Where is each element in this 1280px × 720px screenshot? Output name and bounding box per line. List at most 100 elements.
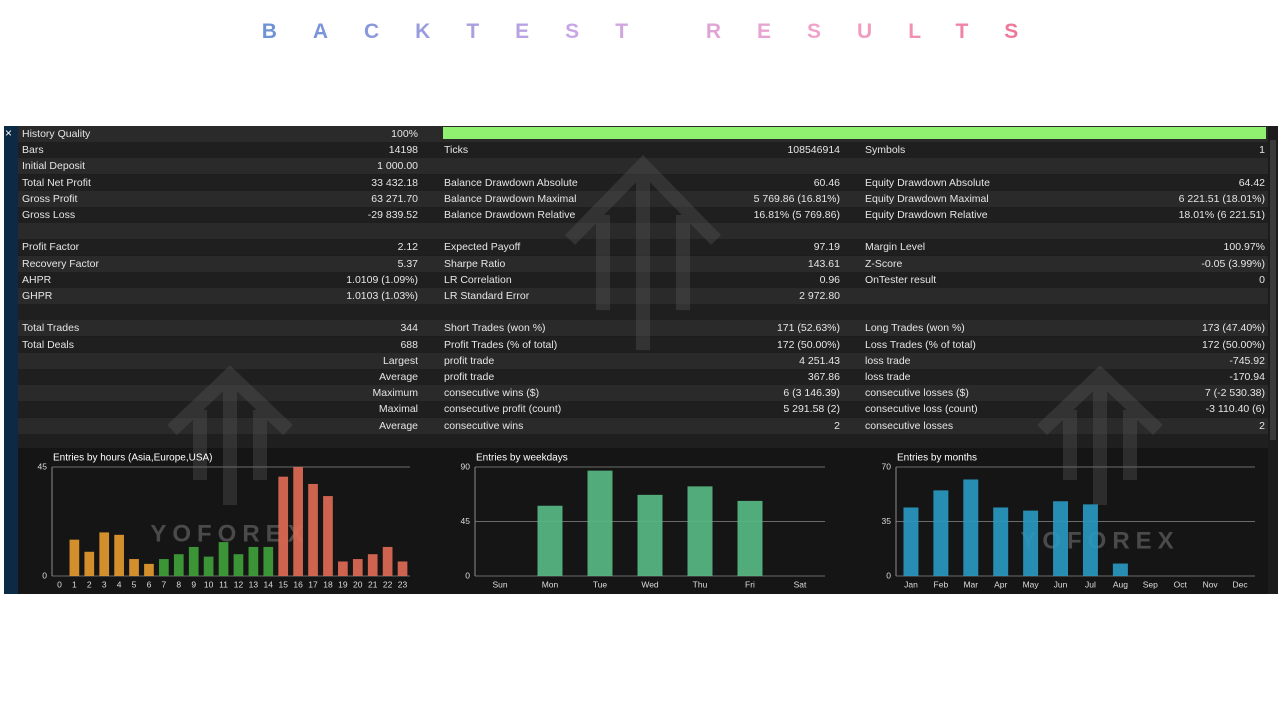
x-tick-label: 19 [338,579,348,589]
bar [637,494,663,576]
page-title: BACKTEST RESULTS [0,20,1280,44]
stat-label: Total Trades [22,322,80,335]
bar [173,554,184,576]
bar [218,542,229,576]
stat-label: Sharpe Ratio [444,257,506,270]
stat-label: Equity Drawdown Maximal [865,192,989,205]
stat-label: profit trade [444,354,495,367]
stat-label: OnTester result [865,273,937,286]
x-tick-label: 15 [278,579,288,589]
scrollbar[interactable] [1270,140,1276,440]
stat-value: 4 251.43 [799,354,840,367]
stat-label: History Quality [22,128,91,140]
x-tick-label: Wed [641,579,659,589]
bar [203,556,214,576]
bar [1082,504,1098,576]
stat-value: 100.97% [1223,241,1265,254]
bar [278,476,289,576]
report-row: Total Trades 344 Short Trades (won %) 171 (… [18,320,1268,337]
stat-value: 18.01% (6 221.51) [1178,209,1265,221]
stat-value: 64.42 [1238,176,1265,189]
stat-value: 1 000.00 [377,160,418,173]
stat-value: 5 291.58 (2) [783,403,840,416]
stat-value: Maximal [378,403,418,416]
x-tick-label: 7 [162,579,167,589]
logo-roof [167,365,293,436]
report-row: Total Net Profit 33 432.18 Balance Drawdow… [18,174,1268,191]
bar [114,534,124,576]
stat-value: Average [379,371,418,383]
spacer-row [18,223,1268,240]
stat-label: Total Deals [22,338,74,351]
stat-label: loss trade [865,354,911,367]
x-tick-label: Nov [1203,579,1219,589]
stat-label: Profit Factor [22,241,80,254]
stat-label: Gross Loss [22,209,76,221]
stat-value: 172 (50.00%) [776,338,840,351]
stat-value: 7 (-2 530.38) [1204,387,1265,400]
stat-value: 1.0103 (1.03%) [346,290,418,302]
stat-value: 2.12 [397,241,418,254]
x-tick-label: Jan [904,579,918,589]
stat-value: 60.46 [813,176,840,189]
stat-value: 1.0109 (1.09%) [346,273,418,286]
stat-value: 2 [834,419,840,432]
stat-label: Margin Level [865,241,926,254]
history-quality-bar [443,127,1266,139]
bar [397,561,408,576]
bar [933,490,949,576]
y-tick-label: 0 [886,570,891,580]
bar [963,479,979,576]
stat-label: Balance Drawdown Maximal [444,192,577,205]
stat-label: Equity Drawdown Relative [865,209,988,221]
stat-value: -0.05 (3.99%) [1201,257,1265,270]
x-tick-label: Thu [693,579,708,589]
stat-label: AHPR [22,273,52,286]
stat-value: -745.92 [1229,354,1265,367]
stat-label: Symbols [865,144,906,157]
stat-value: 5.37 [397,257,418,270]
x-tick-label: Feb [934,579,949,589]
y-tick-label: 70 [882,461,892,471]
x-tick-label: Oct [1174,579,1188,589]
x-tick-label: 8 [176,579,181,589]
x-tick-label: 14 [264,579,274,589]
spacer-row [18,304,1268,321]
report-row: Gross Loss -29 839.52 Balance Drawdown Rel… [18,207,1268,223]
stat-value: 16.81% (5 769.86) [753,209,840,221]
report-row: Bars 14198 Ticks 108546914 Symbols 1 [18,142,1268,159]
stat-value: 33 432.18 [371,176,418,189]
stat-value: 63 271.70 [371,192,418,205]
stat-label: consecutive wins ($) [444,387,540,400]
stat-value: -3 110.40 (6) [1205,403,1265,416]
y-tick-label: 35 [882,516,892,526]
stat-value: 14198 [388,144,418,157]
stat-label: Recovery Factor [22,257,100,270]
x-tick-label: Tue [593,579,608,589]
bar [263,546,274,576]
stat-label: Gross Profit [22,192,78,205]
x-tick-label: Aug [1113,579,1128,589]
x-tick-label: 18 [323,579,333,589]
stat-value: -170.94 [1229,371,1265,383]
x-tick-label: Sat [794,579,807,589]
report-row: AHPR 1.0109 (1.09%) LR Correlation 0.96 OnTe… [18,271,1268,288]
bar [99,532,110,576]
close-button[interactable]: × [5,126,13,140]
stat-label: Balance Drawdown Relative [444,209,576,221]
bar [308,483,318,576]
stat-value: 108546914 [787,144,840,157]
stat-value: 367.86 [807,371,840,383]
report-row: Largest profit trade 4 251.43 loss trade -74… [18,352,1268,369]
x-tick-label: 0 [57,579,62,589]
x-tick-label: Apr [994,579,1007,589]
report-row: GHPR 1.0103 (1.03%) LR Standard Error 2 972… [18,288,1268,304]
stat-label: Equity Drawdown Absolute [865,176,990,189]
x-tick-label: May [1023,579,1040,589]
bar [1023,510,1039,576]
side-strip [4,126,18,594]
bar [993,507,1009,576]
report-row: Maximum consecutive wins ($) 6 (3 146.39) c… [18,385,1268,402]
report-row: Recovery Factor 5.37 Sharpe Ratio 143.61 Z-S… [18,255,1268,272]
